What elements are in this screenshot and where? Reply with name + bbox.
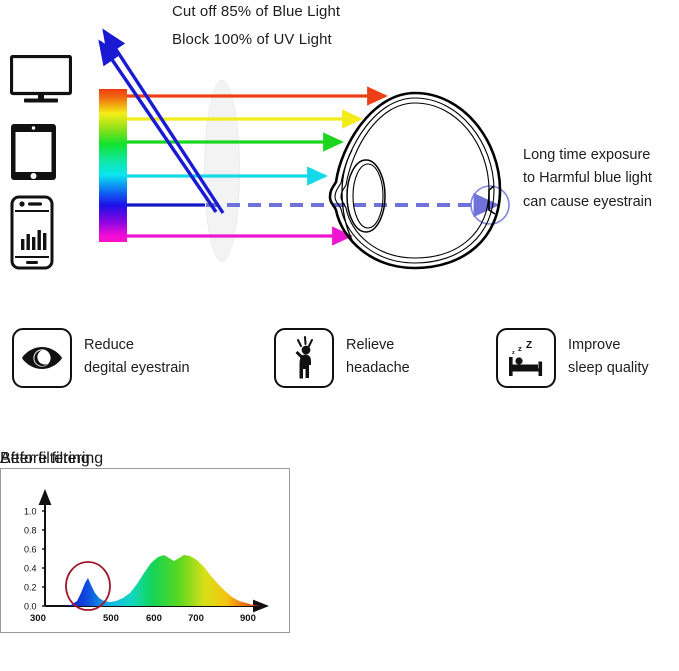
light-path-diagram: Cut off 85% of Blue Light Block 100% of … <box>0 0 679 300</box>
benefit-line1: Relieve <box>346 337 395 354</box>
benefit-line1: Improve <box>568 337 621 354</box>
visible-spectrum-bar <box>99 89 127 242</box>
chart-yticks-after: 0.0 0.2 0.4 0.6 0.8 1.0 <box>24 507 45 612</box>
svg-text:0.4: 0.4 <box>24 564 37 574</box>
chart-title-before: Before filtering <box>0 450 104 467</box>
chart-svg-after: 0.0 0.2 0.4 0.6 0.8 1.0 300 500 600 700 … <box>24 489 269 624</box>
svg-text:Z: Z <box>526 340 532 351</box>
svg-text:0.2: 0.2 <box>24 583 37 593</box>
harmful-light-note-line3: can cause eyestrain <box>523 193 652 210</box>
benefits-row: Reduce degital eyestrain Relieve <box>0 325 679 410</box>
benefit-line2: sleep quality <box>568 359 649 376</box>
svg-text:0.6: 0.6 <box>24 545 37 555</box>
chart-box-after: 0.0 0.2 0.4 0.6 0.8 1.0 300 500 600 700 … <box>0 468 290 633</box>
eye-icon <box>12 328 72 388</box>
harmful-light-note-line1: Long time exposure <box>523 147 651 163</box>
svg-text:900: 900 <box>240 613 256 624</box>
svg-text:1.0: 1.0 <box>24 507 37 517</box>
harmful-blue-light-ray <box>206 185 510 225</box>
svg-text:600: 600 <box>146 613 162 624</box>
headache-person-icon <box>274 328 334 388</box>
device-icon-column <box>10 55 82 275</box>
harmful-light-note: Long time exposure to Harmful blue light… <box>523 144 679 214</box>
benefit-relieve-headache-text: Relieve headache <box>346 334 410 379</box>
reflected-blue-arrows <box>98 28 225 214</box>
eyeball-diagram <box>328 91 502 270</box>
sleeping-bed-icon: Z z z <box>496 328 556 388</box>
benefit-line2: headache <box>346 359 410 376</box>
harmful-light-note-line2: to Harmful blue light <box>523 170 652 187</box>
svg-text:500: 500 <box>103 613 119 624</box>
svg-text:0.8: 0.8 <box>24 526 37 536</box>
svg-text:700: 700 <box>188 613 204 624</box>
benefit-improve-sleep: Z z z Improve sleep quality <box>496 325 649 388</box>
callout-block-uv-light: Block 100% of UV Light <box>172 31 332 48</box>
monitor-icon <box>10 55 72 103</box>
chart-after-filtering: After filtering <box>0 450 290 633</box>
chart-series-after <box>45 555 261 606</box>
callout-cut-off-blue-light: Cut off 85% of Blue Light <box>172 3 341 20</box>
svg-text:z: z <box>512 350 515 356</box>
blue-light-annotation-after <box>65 561 111 611</box>
spectrum-charts: Before filtering <box>0 450 679 671</box>
benefit-relieve-headache: Relieve headache <box>274 325 410 388</box>
chart-title-after: After filtering <box>0 450 90 467</box>
light-rays-and-eye <box>98 28 510 270</box>
benefit-reduce-eyestrain-text: Reduce degital eyestrain <box>84 334 190 379</box>
svg-text:z: z <box>518 344 522 353</box>
smartphone-icon <box>10 195 54 270</box>
svg-text:300: 300 <box>30 613 46 624</box>
filter-lens <box>204 80 240 262</box>
tablet-icon <box>10 123 57 181</box>
svg-text:0.0: 0.0 <box>24 602 37 612</box>
benefit-line2: degital eyestrain <box>84 359 190 376</box>
chart-xticks-after: 300 500 600 700 900 <box>30 613 256 624</box>
benefit-improve-sleep-text: Improve sleep quality <box>568 334 649 379</box>
benefit-reduce-eyestrain: Reduce degital eyestrain <box>12 325 190 388</box>
benefit-line1: Reduce <box>84 337 134 354</box>
spectrum-rays <box>127 86 388 246</box>
